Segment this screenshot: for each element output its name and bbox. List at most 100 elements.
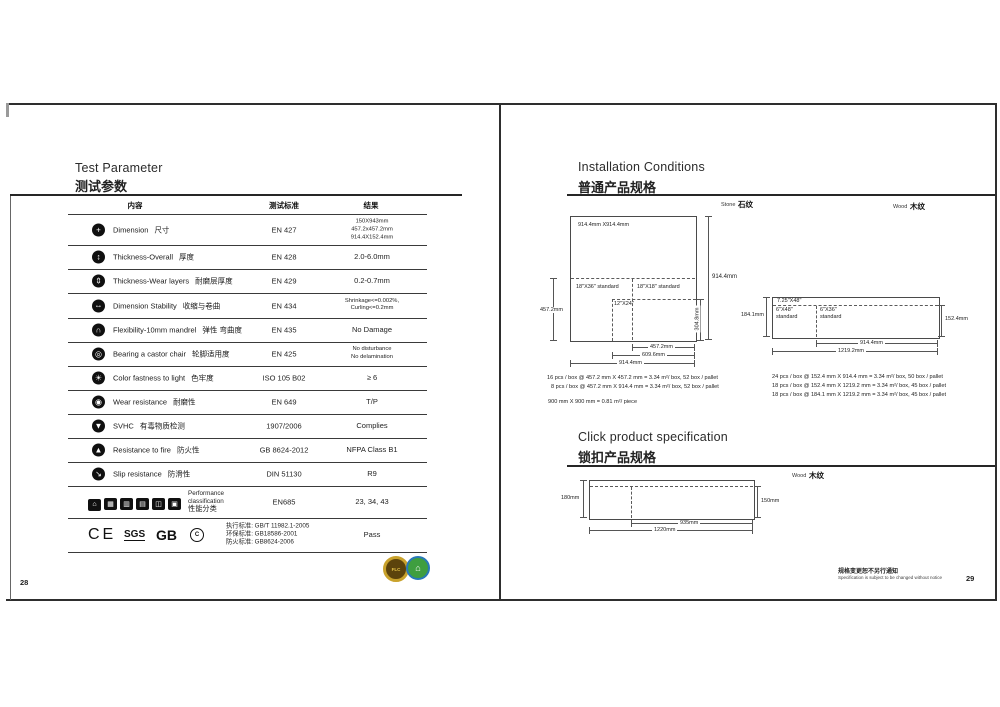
packing-spec-line: 16 pcs / box @ 457.2 mm X 457.2 mm = 3.3… bbox=[547, 375, 718, 381]
dimension-line bbox=[754, 486, 761, 518]
ce-mark-icon: CE bbox=[88, 526, 117, 543]
usage-class-icon: ▤ bbox=[136, 498, 149, 510]
result-line: No delamination bbox=[351, 354, 393, 360]
thickness-wear-icon: ⇕ bbox=[92, 274, 105, 288]
packing-spec-line: 8 pcs / box @ 457.2 mm X 914.4 mm = 3.34… bbox=[551, 384, 719, 390]
stone-section-label-en: Stone bbox=[721, 202, 736, 208]
wear-resistance-icon: ◉ bbox=[92, 395, 105, 409]
row-label-zh: 尺寸 bbox=[154, 225, 170, 235]
svhc-icon: ▼ bbox=[92, 419, 105, 433]
performance-row: ⌂ ▦ ▥ ▤ ◫ ▣ Performance classification 性能分类 E… bbox=[68, 486, 427, 518]
region-label: 12"X24" bbox=[614, 301, 634, 307]
usage-class-icon: ▥ bbox=[120, 498, 133, 510]
table-row: ⇕ Thickness-Wear layers 耐磨层厚度 EN 429 0.2-… bbox=[68, 269, 427, 293]
table-rule bbox=[68, 438, 427, 439]
row-standard: EN 428 bbox=[271, 252, 297, 262]
dimension-label: 609.6mm bbox=[640, 352, 667, 359]
row-standard: GB 8624-2012 bbox=[259, 445, 309, 455]
cert-standard-line: 执行标准: GB/T 11982.1-2005 bbox=[226, 522, 310, 530]
result-line: Complies bbox=[356, 421, 388, 431]
table-rule bbox=[68, 318, 427, 319]
dashed-divider bbox=[590, 486, 753, 487]
dashed-divider bbox=[816, 306, 817, 337]
table-row: ↔ Dimension Stability 收缩与卷曲 EN 434 Shrink… bbox=[68, 293, 427, 318]
eco-house-icon: ⌂ bbox=[415, 563, 421, 573]
table-row: ▼ SVHC 有毒物质检测 1907/2006 Complies bbox=[68, 414, 427, 438]
row-result: No disturbance No delamination bbox=[318, 346, 426, 362]
row-label-zh: 防火性 bbox=[176, 445, 200, 455]
row-result: No Damage bbox=[318, 325, 426, 335]
row-result: T/P bbox=[318, 397, 426, 407]
wood-section-label-zh: 木纹 bbox=[910, 202, 925, 211]
result-line: 457.2x457.2mm bbox=[351, 226, 393, 233]
row-label-zh: 色牢度 bbox=[191, 373, 214, 383]
page-title-zh: 普通产品规格 bbox=[578, 180, 657, 195]
result-line: 150X943mm bbox=[355, 218, 389, 225]
result-line: NFPA Class B1 bbox=[346, 445, 398, 455]
spread-center-divider bbox=[499, 103, 501, 601]
table-row: + Dimension 尺寸 EN 427 150X943mm 457.2x457.… bbox=[68, 215, 427, 245]
row-standard: EN 425 bbox=[271, 349, 297, 359]
click-section-title-zh: 锁扣产品规格 bbox=[578, 450, 657, 465]
row-label: Thickness-Overall 厚度 bbox=[113, 252, 194, 263]
result-line: Shrinkage<=0.002%, bbox=[344, 297, 400, 304]
row-standard: EN 435 bbox=[271, 325, 297, 335]
row-label-en: SVHC bbox=[113, 421, 134, 431]
row-label: Dimension Stability 收缩与卷曲 bbox=[113, 300, 220, 311]
result-line: 0.2-0.7mm bbox=[354, 276, 390, 286]
usage-class-icons: ⌂ ▦ ▥ ▤ ◫ ▣ bbox=[88, 493, 184, 511]
row-standard: EN 434 bbox=[271, 301, 297, 310]
table-rule bbox=[68, 462, 427, 463]
row-label: Slip resistance 防滑性 bbox=[113, 469, 190, 480]
spread-bottom-border bbox=[6, 599, 997, 601]
table-row: ☀ Color fastness to light 色牢度 ISO 105 B02… bbox=[68, 366, 427, 390]
result-line: No Damage bbox=[351, 325, 393, 335]
table-rule bbox=[68, 414, 427, 415]
table-rule bbox=[68, 518, 427, 519]
table-row: ◉ Wear resistance 耐磨性 EN 649 T/P bbox=[68, 390, 427, 414]
dimension-stability-icon: ↔ bbox=[92, 299, 105, 312]
title-rule bbox=[10, 194, 462, 196]
wood-size-label: 7.25"X48" bbox=[777, 298, 802, 304]
row-label: Wear resistance 耐磨性 bbox=[113, 397, 196, 408]
dimension-label: 304.8mm bbox=[694, 305, 701, 333]
dimension-label: 152.4mm bbox=[945, 316, 968, 322]
left-edge-mark bbox=[6, 103, 9, 117]
row-standard: EN685 bbox=[272, 497, 296, 507]
slip-resistance-icon: ↘ bbox=[92, 467, 105, 481]
result-line: Curling<=0.2mm bbox=[350, 305, 394, 312]
result-line: 914.4X152.4mm bbox=[350, 233, 394, 240]
row-standard: EN 427 bbox=[271, 225, 297, 235]
row-label: Flexibility-10mm mandrel 弹性 弯曲度 bbox=[113, 325, 242, 336]
dashed-divider bbox=[571, 278, 695, 279]
certification-row: CE SGS GB C 执行标准: GB/T 11982.1-2005 环保标准… bbox=[68, 518, 427, 552]
packing-spec-line: 18 pcs / box @ 152.4 mm X 1219.2 mm = 3.… bbox=[772, 383, 947, 389]
page-number-right: 29 bbox=[966, 574, 975, 583]
row-label: Bearing a castor chair 轮脚适用度 bbox=[113, 349, 229, 360]
row-result: 0.2-0.7mm bbox=[318, 276, 426, 286]
result-line: T/P bbox=[366, 397, 378, 407]
cert-standard-line: 防火标准: GB8624-2006 bbox=[226, 539, 294, 547]
table-rule bbox=[68, 269, 427, 270]
cert-standards: 执行标准: GB/T 11982.1-2005 环保标准: GB18586-20… bbox=[226, 523, 309, 548]
table-rule bbox=[68, 293, 427, 294]
table-rule bbox=[68, 342, 427, 343]
thickness-overall-icon: ↕ bbox=[92, 250, 105, 264]
result-line: R9 bbox=[367, 469, 377, 479]
row-label-zh: 厚度 bbox=[179, 252, 195, 262]
dimension-label: 1220mm bbox=[652, 527, 678, 534]
flexibility-icon: ∩ bbox=[92, 323, 105, 337]
dimension-label: 184.1mm bbox=[741, 312, 764, 318]
dimension-label: 914.4mm bbox=[712, 274, 738, 280]
color-fastness-icon: ☀ bbox=[92, 371, 105, 385]
table-rule bbox=[68, 214, 427, 215]
left-page-edge bbox=[10, 195, 11, 600]
usage-class-icon: ▦ bbox=[104, 498, 117, 510]
packing-spec-line: 900 mm X 900 mm = 0.81 m²/ piece bbox=[548, 399, 638, 405]
page-title-en: Test Parameter bbox=[75, 161, 163, 175]
row-label-en: Wear resistance bbox=[113, 397, 168, 407]
table-rule bbox=[68, 366, 427, 367]
row-label-en: Dimension Stability bbox=[113, 301, 177, 310]
usage-class-icon: ◫ bbox=[152, 498, 165, 510]
